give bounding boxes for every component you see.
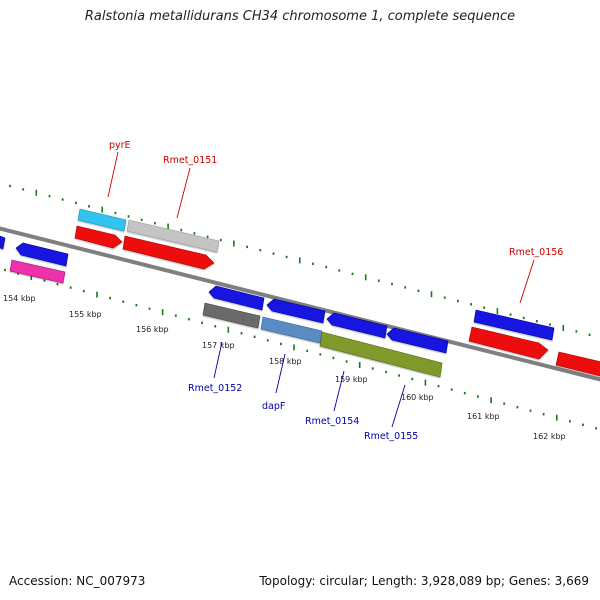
gene-pink[interactable] [9, 259, 66, 284]
gene-forward-red[interactable] [74, 225, 123, 249]
gene-reverse-blue[interactable] [386, 327, 449, 354]
gene-label-rmet-0155[interactable]: Rmet_0155 [364, 431, 418, 442]
gene-label-dapF[interactable]: dapF [262, 401, 285, 412]
gene-rmet-0154[interactable] [319, 331, 443, 378]
leader-line [333, 370, 345, 412]
gene-forward-red[interactable] [122, 235, 215, 270]
gene-pyrE[interactable] [77, 208, 127, 232]
gene-label-rmet-0152[interactable]: Rmet_0152 [188, 383, 242, 394]
gene-forward-red[interactable] [468, 326, 549, 360]
kbp-label: 154 kbp [3, 294, 36, 303]
gene-rmet-0152[interactable] [202, 302, 261, 329]
kbp-label: 157 kbp [202, 341, 235, 350]
accession-text: Accession: NC_007973 [9, 574, 146, 588]
leader-line [275, 353, 286, 394]
leader-line [176, 167, 191, 219]
inner-tick-ring [4, 268, 598, 430]
topology-text: Topology: circular; Length: 3,928,089 bp… [259, 574, 589, 588]
leader-line [519, 259, 535, 304]
outer-tick-ring [9, 184, 591, 336]
gene-rmet-0156[interactable] [473, 309, 555, 341]
chromosome-backbone [0, 226, 600, 382]
leader-line [391, 384, 406, 428]
gene-label-rmet-0151[interactable]: Rmet_0151 [163, 155, 217, 166]
kbp-label: 162 kbp [533, 432, 566, 441]
gene-label-pyrE[interactable]: pyrE [109, 140, 131, 151]
kbp-label: 155 kbp [69, 310, 102, 319]
kbp-label: 158 kbp [269, 357, 302, 366]
kbp-label: 156 kbp [136, 325, 169, 334]
gene-reverse-blue[interactable] [266, 298, 326, 324]
kbp-scale: 154 kbp 155 kbp 156 kbp 157 kbp 158 kbp … [3, 294, 566, 441]
gene-label-rmet-0156[interactable]: Rmet_0156 [509, 247, 563, 258]
map-title: Ralstonia metallidurans CH34 chromosome … [84, 9, 516, 24]
gene-reverse-blue[interactable] [0, 235, 6, 250]
gene-rmet-0151[interactable] [126, 219, 220, 253]
gene-forward-red[interactable] [555, 351, 600, 378]
gene-reverse-blue[interactable] [326, 312, 388, 339]
leader-line [107, 151, 119, 198]
gene-reverse-blue[interactable] [15, 242, 69, 267]
label-leaders [107, 151, 535, 428]
forward-strand-genes [0, 208, 600, 378]
gene-label-rmet-0154[interactable]: Rmet_0154 [305, 416, 359, 427]
kbp-label: 161 kbp [467, 412, 500, 421]
gene-labels: pyrE Rmet_0151 Rmet_0156 Rmet_0152 dapF … [109, 140, 563, 442]
gene-reverse-blue[interactable] [208, 285, 265, 311]
gene-dapF[interactable] [260, 316, 323, 344]
leader-line [213, 341, 223, 379]
kbp-label: 159 kbp [335, 375, 368, 384]
kbp-label: 160 kbp [401, 393, 434, 402]
reverse-strand-genes [9, 242, 449, 378]
